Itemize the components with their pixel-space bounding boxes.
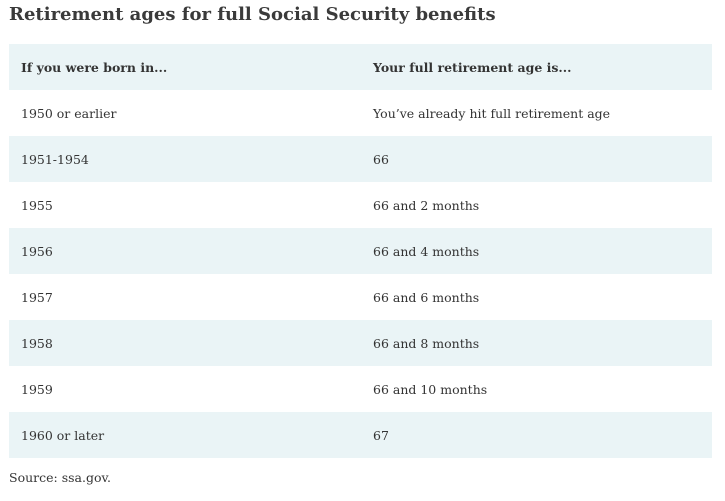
birth-year-cell: 1959: [21, 381, 53, 397]
table-title: Retirement ages for full Social Security…: [9, 4, 496, 25]
retirement-age-cell: 66 and 8 months: [373, 335, 480, 351]
birth-year-cell: 1956: [21, 243, 53, 259]
birth-year-cell: 1955: [21, 197, 53, 213]
birth-year-cell: 1951-1954: [21, 151, 89, 167]
retirement-age-cell: 66 and 10 months: [373, 381, 488, 397]
retirement-age-cell: 66 and 4 months: [373, 243, 480, 259]
table-row: 1959 66 and 10 months: [9, 366, 712, 412]
table-row: 1958 66 and 8 months: [9, 320, 712, 366]
birth-year-cell: 1960 or later: [21, 427, 105, 443]
birth-year-cell: 1957: [21, 289, 53, 305]
header-birth-year: If you were born in...: [21, 59, 168, 75]
retirement-age-cell: 66: [373, 151, 389, 167]
table-row: 1951-1954 66: [9, 136, 712, 182]
birth-year-cell: 1958: [21, 335, 53, 351]
table-row: 1957 66 and 6 months: [9, 274, 712, 320]
table-row: 1956 66 and 4 months: [9, 228, 712, 274]
table-row: 1960 or later 67: [9, 412, 712, 458]
birth-year-cell: 1950 or earlier: [21, 105, 117, 121]
source-note: Source: ssa.gov.: [9, 470, 112, 485]
table-row: 1955 66 and 2 months: [9, 182, 712, 228]
retirement-age-cell: 66 and 6 months: [373, 289, 480, 305]
retirement-age-cell: 67: [373, 427, 389, 443]
retirement-age-cell: You’ve already hit full retirement age: [373, 105, 611, 121]
header-retirement-age: Your full retirement age is...: [373, 59, 572, 75]
table-header-row: If you were born in... Your full retirem…: [9, 44, 712, 90]
retirement-age-table: If you were born in... Your full retirem…: [9, 44, 712, 458]
retirement-age-cell: 66 and 2 months: [373, 197, 480, 213]
table-row: 1950 or earlier You’ve already hit full …: [9, 90, 712, 136]
